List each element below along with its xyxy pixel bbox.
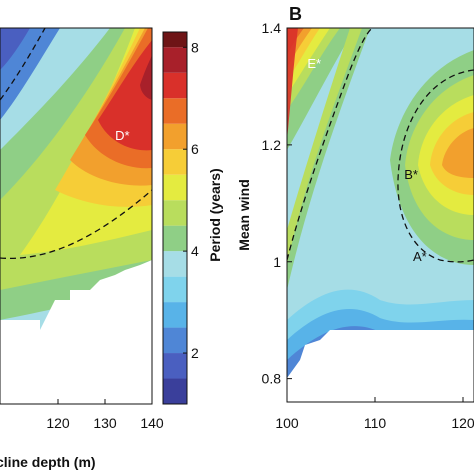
colorbar-segment: [163, 353, 187, 379]
colorbar-tick-label: 6: [191, 141, 199, 157]
annotation-b: B*: [404, 167, 418, 182]
colorbar-segment: [163, 200, 187, 226]
panel-b-y-axis-label: Mean wind: [236, 179, 252, 251]
colorbar-segment: [163, 149, 187, 175]
panel-b-y-ticks: 0.8 1 1.2 1.4: [262, 20, 292, 387]
colorbar-segment: [163, 47, 187, 73]
panel-a-x-tick-label: 120: [46, 415, 70, 431]
colorbar-segment: [163, 251, 187, 277]
colorbar-label: Period (years): [207, 168, 223, 261]
colorbar-tick-label: 4: [191, 243, 199, 259]
panel-b-plot: [287, 28, 474, 402]
annotation-d: D*: [115, 128, 129, 143]
panel-b-x-tick-label: 120: [451, 415, 474, 431]
colorbar-tick-label: 8: [191, 39, 199, 55]
colorbar-segment: [163, 378, 187, 404]
panel-b-y-tick-label: 1.2: [262, 137, 282, 153]
panel-a-x-axis-label: cline depth (m): [0, 454, 96, 470]
colorbar-segment: [163, 32, 187, 48]
panel-a-plot: [0, 28, 152, 404]
panel-b-frame: [286, 27, 474, 403]
panel-b-y-tick-label: 0.8: [262, 371, 282, 387]
colorbar-segment: [163, 302, 187, 328]
colorbar-frame: [162, 31, 188, 405]
panel-a-x-tick-label: 130: [93, 415, 117, 431]
panel-a-x-ticks: 120 130 140: [46, 399, 164, 431]
colorbar-segment: [163, 98, 187, 124]
annotation-e: E*: [307, 56, 321, 71]
panel-b-x-tick-label: 110: [364, 415, 387, 431]
panel-b-label: B: [289, 4, 302, 24]
colorbar-segment: [163, 123, 187, 150]
annotation-a: A*: [413, 249, 427, 264]
colorbar-segment: [163, 174, 187, 201]
panel-a-x-tick-label: 140: [140, 415, 164, 431]
colorbar-segment: [163, 225, 187, 252]
panel-a-frame: [0, 27, 153, 405]
panel-b-x-tick-label: 100: [275, 415, 299, 431]
colorbar-segment: [163, 276, 187, 303]
colorbar: [162, 31, 188, 405]
colorbar-segment: [163, 327, 187, 354]
panel-b-x-ticks: 100 110 120: [275, 397, 474, 431]
colorbar-segment: [163, 72, 187, 99]
colorbar-ticks: 2 4 6 8: [183, 39, 199, 361]
colorbar-tick-label: 2: [191, 345, 199, 361]
panel-b-y-tick-label: 1.4: [262, 20, 282, 36]
panel-b-y-tick-label: 1: [273, 254, 281, 270]
